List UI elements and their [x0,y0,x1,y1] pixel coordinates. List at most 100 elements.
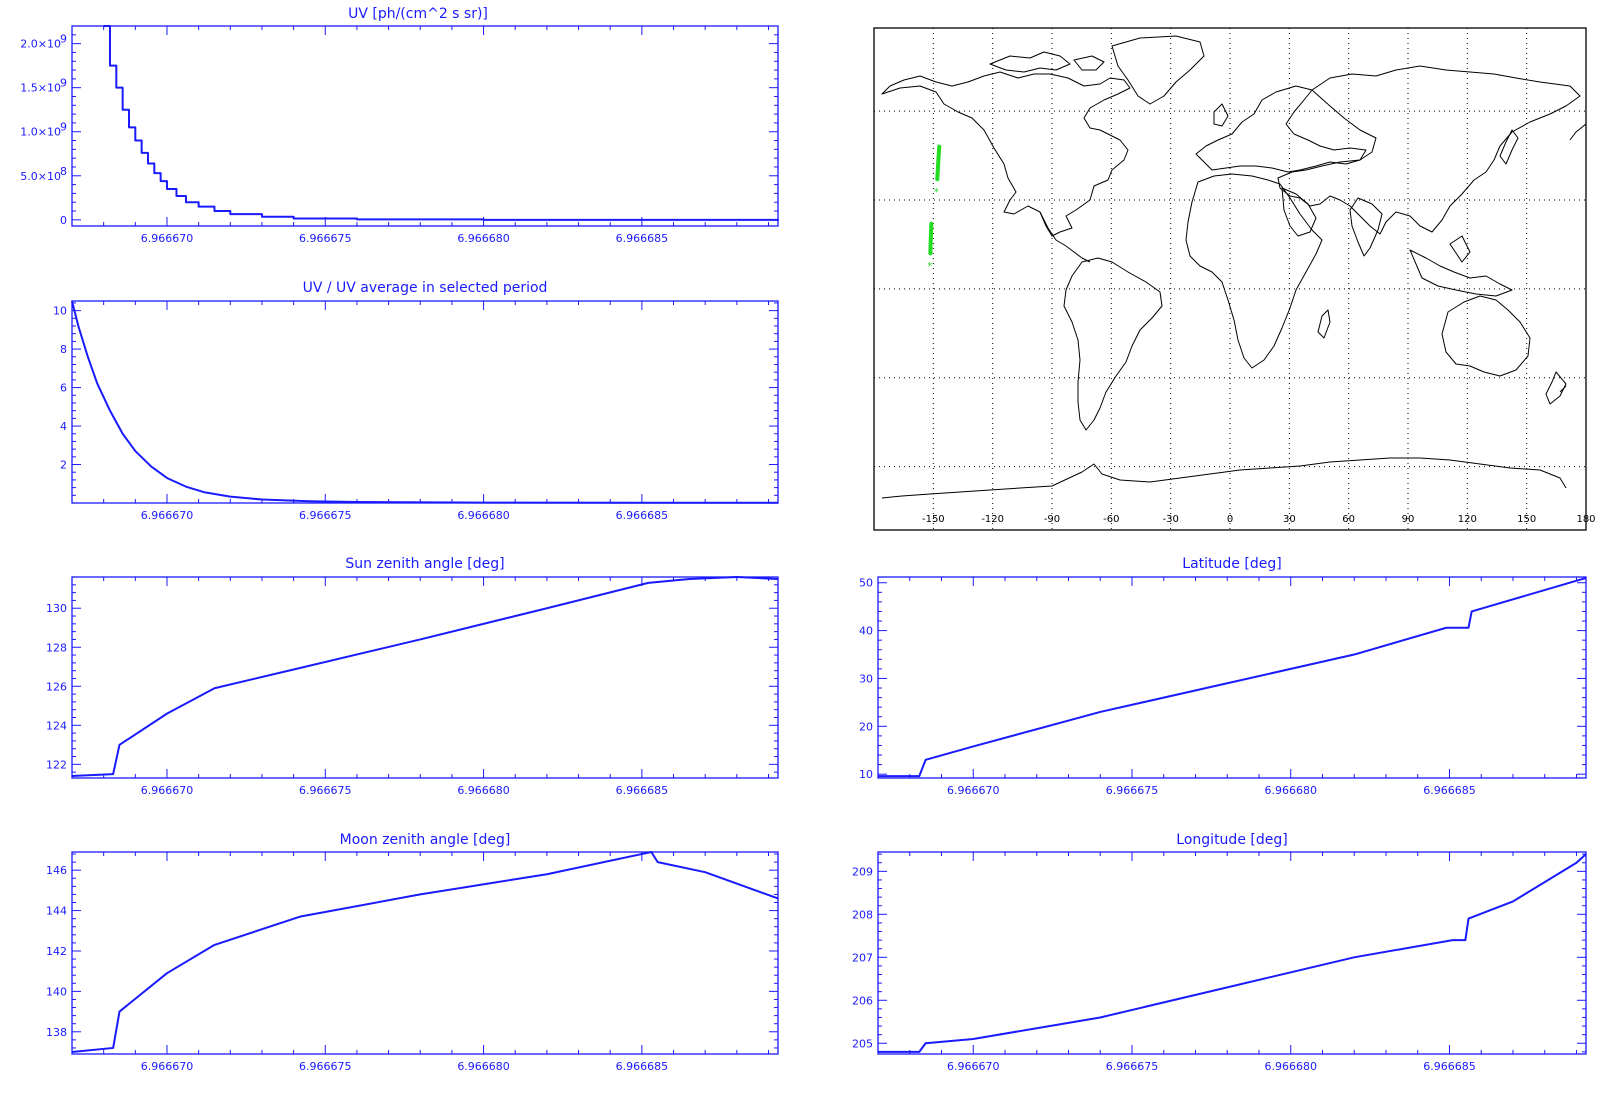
y-tick-label: 40 [859,625,873,638]
y-tick-label: 126 [46,680,67,693]
y-tick-label: 138 [46,1026,67,1039]
panel-moon-zenith-plot: 6.966670 6.966675 6.966680 6.966685 138 140 14… [46,851,779,1073]
x-tick-label: 6.966670 [141,784,194,797]
panel-latitude-series-line [878,576,1587,778]
y-tick-label: 206 [852,994,873,1007]
panel-uv-title: UV [ph/(cm^2 s sr)] [348,6,488,22]
y-tick-label: 10 [859,768,873,781]
coast-north-america [881,71,1131,237]
x-tick-label: 6.966680 [1264,784,1317,797]
coast-arabia [1281,187,1317,237]
x-tick-label: 6.966675 [1106,1060,1159,1073]
map-lon-label: 60 [1342,514,1355,525]
y-tick-label: 205 [852,1037,873,1050]
panel-sun-zenith-plot: 6.966670 6.966675 6.966680 6.966685 122 124 12… [46,576,779,797]
y-tick-label: 8 [60,343,67,356]
coast-japan [1499,129,1519,165]
x-tick-label: 6.966670 [141,509,194,522]
panel-latitude-frame [877,576,1587,779]
x-tick-label: 6.966680 [457,1060,510,1073]
y-tick-label: 208 [852,908,873,921]
panel-longitude-series-line [878,853,1587,1053]
panel-longitude-title: Longitude [deg] [1176,832,1287,848]
panel-uv-ratio: UV / UV average in selected period 6.966… [53,280,779,522]
map-lon-label: -60 [1103,514,1119,525]
panel-uv-frame [71,25,779,227]
x-tick-label: 6.966680 [457,232,510,245]
world-map: ** -150 -120 -90 -60 -30 0 30 60 90 120 150 180 [873,27,1596,531]
coast-se-asia [1409,235,1513,297]
coast-india [1349,197,1383,257]
panel-sun-zenith-series-line [71,576,779,778]
coast-uk [1213,103,1229,127]
panel-longitude-frame [877,851,1587,1055]
panel-uv-plot: 6.966670 6.966675 6.966680 6.966685 0 5.0×10 8… [20,25,779,245]
panel-uv-ratio-title: UV / UV average in selected period [303,280,548,296]
coast-greenland [1111,35,1205,105]
panel-moon-zenith-series-line [71,851,779,1053]
x-tick-label: 6.966670 [947,784,1000,797]
map-lon-label: -150 [922,514,945,525]
map-track-segment [935,144,942,182]
map-track-segment [928,221,934,256]
coast-asia [1277,65,1581,235]
map-track-marker: * [934,187,939,198]
x-tick-label: 6.966670 [947,1060,1000,1073]
x-tick-label: 6.966675 [299,1060,352,1073]
y-tick-label: 142 [46,945,67,958]
y-tick-exponent: 8 [60,165,67,178]
y-tick-label: 50 [859,577,873,590]
x-tick-label: 6.966685 [1423,1060,1476,1073]
panel-longitude: Longitude [deg] 6.966670 6.966675 6.966680… [852,832,1587,1073]
map-grid [874,28,1586,530]
map-lon-label: 30 [1283,514,1296,525]
y-tick-exponent: 9 [60,77,67,90]
x-tick-label: 6.966680 [1264,1060,1317,1073]
y-tick-label: 6 [60,382,67,395]
y-tick-exponent: 9 [60,121,67,134]
panel-latitude-title: Latitude [deg] [1182,556,1281,572]
y-tick-label: 30 [859,672,873,685]
x-tick-label: 6.966670 [141,232,194,245]
x-tick-label: 6.966675 [1106,784,1159,797]
map-lon-label: 90 [1402,514,1415,525]
y-tick-label: 124 [46,719,67,732]
panel-latitude-plot: 6.966670 6.966675 6.966680 6.966685 10 20 30 40… [859,576,1587,797]
map-lon-label: 0 [1227,514,1233,525]
x-tick-label: 6.966675 [299,232,352,245]
map-track: ** [927,144,942,272]
panel-sun-zenith-title: Sun zenith angle [deg] [345,556,504,572]
panel-uv-ratio-plot: 6.966670 6.966675 6.966680 6.966685 2 4 6 8 10 [53,300,779,522]
y-tick-label: 5.0×10 [20,170,61,183]
x-tick-label: 6.966685 [616,1060,669,1073]
coast-africa [1185,173,1323,369]
panel-moon-zenith-frame [71,851,779,1055]
x-tick-label: 6.966675 [299,784,352,797]
x-tick-label: 6.966685 [1423,784,1476,797]
panel-moon-zenith-title: Moon zenith angle [deg] [340,832,511,848]
x-tick-label: 6.966670 [141,1060,194,1073]
panel-uv-ratio-frame [71,300,779,504]
y-tick-label: 209 [852,865,873,878]
y-tick-label: 0 [60,214,67,227]
y-tick-label: 10 [53,305,67,318]
y-tick-label: 130 [46,602,67,615]
map-lon-label: 150 [1517,514,1536,525]
x-tick-label: 6.966680 [457,784,510,797]
panel-sun-zenith: Sun zenith angle [deg] 6.966670 6.966675 6… [46,556,779,797]
coast-australia [1441,295,1531,377]
coast-madagascar [1317,309,1331,339]
map-lon-label: -120 [981,514,1004,525]
x-tick-label: 6.966675 [299,509,352,522]
y-tick-label: 2.0×10 [20,38,61,51]
y-tick-label: 2 [60,459,67,472]
x-tick-label: 6.966685 [616,509,669,522]
panel-longitude-plot: 6.966670 6.966675 6.966680 6.966685 205 206 20… [852,851,1587,1073]
map-lon-label: -30 [1162,514,1178,525]
coast-canadian-arctic [989,51,1105,73]
y-tick-exponent: 9 [60,33,67,46]
y-tick-label: 207 [852,951,873,964]
coast-central-america [1039,211,1091,263]
coast-new-zealand [1545,371,1567,405]
